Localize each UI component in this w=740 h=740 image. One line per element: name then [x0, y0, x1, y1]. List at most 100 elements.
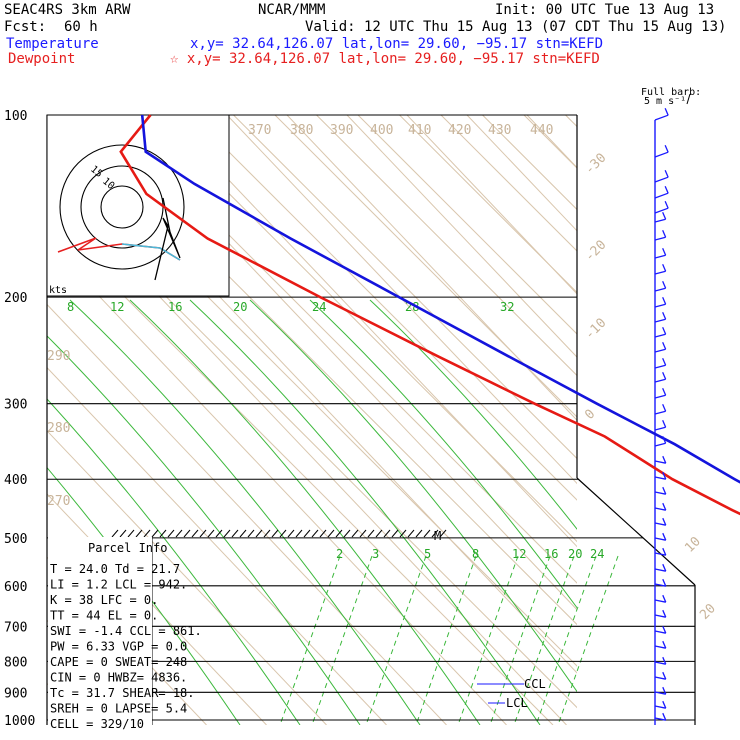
wind-barb — [654, 691, 666, 695]
wind-barb-flag — [664, 144, 669, 153]
theta-label: 380 — [290, 123, 313, 138]
lower-background-lines — [279, 555, 619, 725]
wind-barb-flag — [662, 532, 667, 541]
parcel-info-row: Tc = 31.7 SHEAR= 18. — [50, 686, 195, 700]
wind-barb — [654, 583, 666, 587]
wind-barb — [654, 333, 666, 338]
wind-barb-flag — [662, 578, 667, 587]
init-time: Init: 00 UTC Tue 13 Aug 13 — [495, 2, 714, 18]
isotherm-label: -40 — [582, 76, 609, 103]
wind-barb-flag — [662, 212, 667, 220]
pressure-label: 500 — [4, 532, 27, 547]
wind-barb-flag — [662, 686, 667, 695]
pressure-label: 100 — [4, 109, 27, 124]
wind-barb-flag — [662, 671, 667, 680]
wind-barb-flag — [662, 486, 667, 495]
mixing-ratio-label: 3 — [372, 547, 379, 561]
mixing-ratio-label: 20 — [233, 300, 247, 314]
isotherm-label: -60 — [427, 76, 454, 103]
wind-barb-flag — [662, 625, 667, 634]
isotherm — [523, 115, 577, 169]
mixing-ratio-line — [489, 555, 551, 725]
wind-barb — [654, 614, 666, 618]
dewpoint-series — [119, 114, 740, 516]
wind-barb-flag — [662, 281, 667, 289]
dry-adiabat — [647, 115, 740, 725]
barb-legend-units: 5 m s⁻¹ — [644, 96, 686, 107]
wind-barb — [654, 426, 666, 431]
wind-barb-flag — [662, 248, 667, 256]
wind-barb-flag — [662, 312, 667, 320]
parcel-info-row: CAPE = 0 SWEAT= 248 — [50, 655, 187, 669]
level-markers: CCL LCL M — [434, 529, 546, 710]
mixing-ratio-label: 24 — [312, 300, 326, 314]
mixing-ratio-label: 20 — [568, 547, 582, 561]
pressure-label: 200 — [4, 291, 27, 306]
pressure-label: 1000 — [4, 714, 35, 729]
mixing-ratio-label: 5 — [424, 547, 431, 561]
isotherm-label: 10 — [682, 534, 704, 556]
wind-barb-flag — [662, 455, 667, 464]
barb-legend-title: Full barb: — [641, 87, 701, 98]
wind-barb-flag — [662, 388, 667, 396]
isotherm-label: 0 — [582, 407, 598, 423]
moist-adiabat — [47, 335, 361, 725]
dry-adiabat — [47, 303, 447, 725]
wind-barb-flag — [664, 185, 669, 194]
pressure-label: 700 — [4, 620, 27, 635]
mixing-ratio-labels: 8 12 16 20 24 28 322 3 5 8 12 16 20 24 — [67, 300, 604, 561]
wind-barb — [654, 410, 666, 415]
parcel-info-row: SREH = 0 LAPSE= 5.4 — [50, 702, 187, 716]
isotherm-label: -20 — [582, 238, 609, 265]
wind-barb — [654, 442, 666, 447]
theta-label: 370 — [248, 123, 271, 138]
parcel-info-row: SWI = -1.4 CCL = 861. — [50, 624, 202, 638]
wind-barb — [654, 522, 666, 526]
parcel-info-row: T = 24.0 Td = 21.7 — [50, 562, 180, 576]
dry-adiabat — [166, 115, 577, 548]
mixing-ratio-label: 24 — [590, 547, 604, 561]
theta-label: 390 — [330, 123, 353, 138]
wind-barb-flag — [662, 264, 667, 272]
wind-barb — [654, 254, 666, 259]
parcel-info-row: CIN = 0 HWBZ= 4836. — [50, 671, 187, 685]
wind-barb — [654, 507, 666, 511]
wind-barb — [654, 630, 666, 634]
isotherm — [357, 115, 577, 335]
pressure-label: 400 — [4, 473, 27, 488]
isotherm — [47, 218, 554, 725]
moist-adiabat — [69, 299, 421, 725]
wind-barb-flag — [662, 372, 667, 380]
wind-barb-flag — [662, 436, 667, 444]
dry-adiabat — [346, 115, 577, 358]
forecast-label: Fcst: — [4, 19, 46, 35]
wind-barb — [654, 460, 666, 464]
wind-barb — [654, 476, 666, 480]
wind-barb-flag — [662, 563, 667, 572]
dry-adiabat — [47, 366, 387, 725]
m-marker: M — [434, 529, 441, 543]
hatch-line — [111, 529, 447, 538]
parcel-info-row: K = 38 LFC = 0. — [50, 593, 158, 607]
pressure-label: 300 — [4, 398, 27, 413]
hodograph: 15 10 kts — [46, 114, 230, 297]
valid-time: Valid: 12 UTC Thu 15 Aug 13 (07 CDT Thu … — [305, 19, 726, 35]
dry-adiabat — [707, 115, 740, 725]
moist-adiabat — [189, 299, 541, 725]
mixing-ratio-label: 8 — [472, 547, 479, 561]
wind-barb-flag — [662, 700, 667, 709]
dewpoint-legend: Dewpoint — [8, 51, 75, 67]
barb-legend-icon — [686, 93, 691, 105]
wind-barb-flag — [662, 656, 667, 665]
wind-barb — [654, 364, 666, 369]
dry-adiabat — [406, 115, 577, 295]
wind-barb — [654, 661, 666, 665]
wind-barb — [654, 568, 666, 572]
pressure-label: 900 — [4, 686, 27, 701]
theta-label: 280 — [47, 421, 70, 436]
wind-barb — [654, 717, 666, 721]
wind-barb-flag — [662, 712, 667, 721]
wind-barb-flag — [662, 594, 667, 603]
